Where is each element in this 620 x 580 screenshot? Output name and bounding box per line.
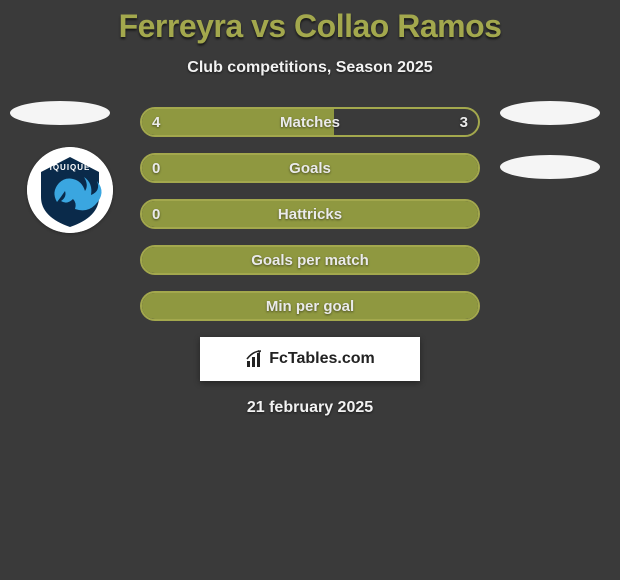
- bar-chart-icon: [245, 349, 265, 369]
- stats-container: IQUIQUE 4 Matches 3 0 Goals 0 Hattricks: [0, 107, 620, 321]
- stat-bar-matches: 4 Matches 3: [140, 107, 480, 137]
- stat-label: Hattricks: [278, 206, 342, 223]
- page-title: Ferreyra vs Collao Ramos: [0, 0, 620, 45]
- stat-row: 0 Hattricks: [0, 199, 620, 229]
- stat-left-value: 0: [152, 160, 160, 177]
- stat-bar-goals-per-match: Goals per match: [140, 245, 480, 275]
- stat-right-value: 3: [460, 114, 468, 131]
- stat-row: Min per goal: [0, 291, 620, 321]
- attribution-inner: FcTables.com: [245, 349, 375, 369]
- stat-label: Goals per match: [251, 252, 369, 269]
- attribution-text: FcTables.com: [269, 350, 375, 368]
- stat-bar-hattricks: 0 Hattricks: [140, 199, 480, 229]
- stat-left-value: 4: [152, 114, 160, 131]
- stat-row: 4 Matches 3: [0, 107, 620, 137]
- page-subtitle: Club competitions, Season 2025: [0, 59, 620, 77]
- stat-bar-min-per-goal: Min per goal: [140, 291, 480, 321]
- stat-row: Goals per match: [0, 245, 620, 275]
- stat-label: Min per goal: [266, 298, 354, 315]
- stat-row: 0 Goals: [0, 153, 620, 183]
- date-text: 21 february 2025: [0, 399, 620, 417]
- stat-label: Matches: [280, 114, 340, 131]
- attribution-box: FcTables.com: [200, 337, 420, 381]
- stat-bar-goals: 0 Goals: [140, 153, 480, 183]
- stat-label: Goals: [289, 160, 331, 177]
- stat-left-value: 0: [152, 206, 160, 223]
